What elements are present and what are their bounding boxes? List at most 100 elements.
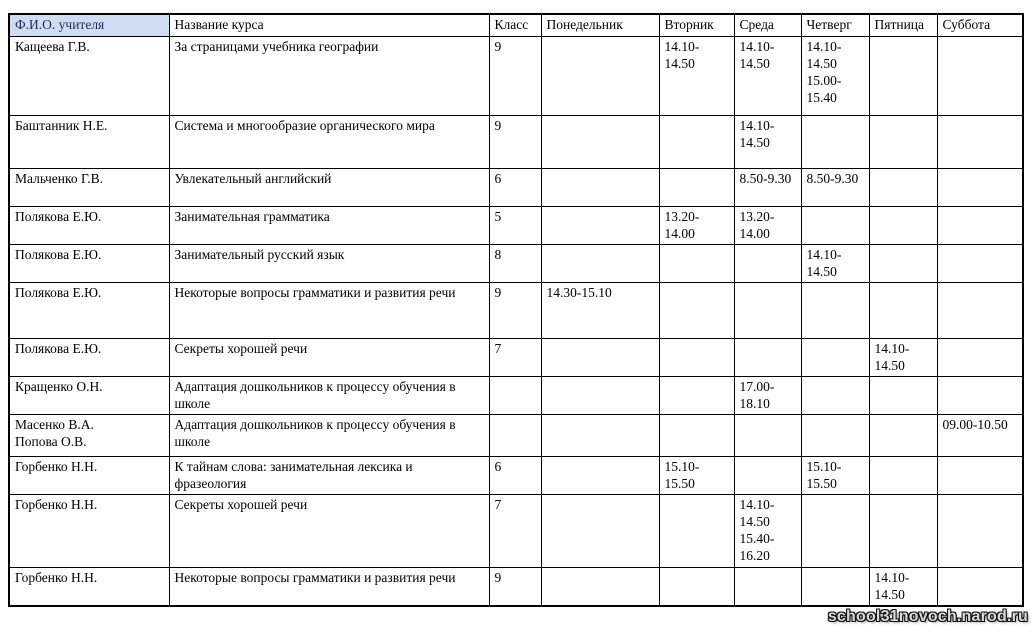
cell-wed: 14.10-14.50 bbox=[733, 35, 802, 116]
cell-thu bbox=[800, 337, 870, 377]
cell-teacher: Горбенко Н.Н. bbox=[8, 455, 170, 495]
cell-tue bbox=[658, 114, 735, 169]
cell-tue bbox=[658, 281, 735, 339]
cell-course: К тайнам слова: занимательная лексика и … bbox=[168, 455, 490, 495]
cell-thu: 14.10-14.50 15.00-15.40 bbox=[800, 35, 870, 116]
column-header-wednesday: Среда bbox=[733, 13, 802, 37]
cell-mon bbox=[540, 114, 660, 169]
cell-grade bbox=[488, 375, 542, 415]
cell-mon bbox=[540, 566, 660, 606]
cell-fri bbox=[868, 281, 938, 339]
cell-course: За страницами учебника географии bbox=[168, 35, 490, 116]
cell-fri bbox=[868, 167, 938, 207]
cell-wed: 14.10-14.50 bbox=[733, 114, 802, 169]
cell-thu: 14.10-14.50 bbox=[800, 243, 870, 283]
table-row: Полякова Е.Ю. Занимательная грамматика 5 13… bbox=[8, 205, 1024, 245]
cell-thu: 15.10-15.50 bbox=[800, 455, 870, 495]
table-row: Полякова Е.Ю. Секреты хорошей речи 7 14.10-… bbox=[8, 337, 1024, 377]
cell-grade: 8 bbox=[488, 243, 542, 283]
cell-tue bbox=[658, 413, 735, 457]
cell-fri bbox=[868, 35, 938, 116]
cell-teacher: Масенко В.А. Попова О.В. bbox=[8, 413, 170, 457]
cell-course: Секреты хорошей речи bbox=[168, 337, 490, 377]
cell-sat: 09.00-10.50 bbox=[936, 413, 1024, 457]
cell-wed: 14.10-14.50 15.40-16.20 bbox=[733, 493, 802, 568]
cell-sat bbox=[936, 167, 1024, 207]
cell-mon bbox=[540, 375, 660, 415]
cell-thu bbox=[800, 114, 870, 169]
cell-course: Система и многообразие органического мир… bbox=[168, 114, 490, 169]
cell-mon bbox=[540, 337, 660, 377]
cell-wed: 13.20-14.00 bbox=[733, 205, 802, 245]
cell-sat bbox=[936, 205, 1024, 245]
table-row: Кращенко О.Н. Адаптация дошкольников к пр… bbox=[8, 375, 1024, 415]
cell-wed bbox=[733, 413, 802, 457]
cell-teacher: Кащеева Г.В. bbox=[8, 35, 170, 116]
table-row: Мальченко Г.В. Увлекательный английский 6 8… bbox=[8, 167, 1024, 207]
cell-thu bbox=[800, 375, 870, 415]
table-row: Баштанник Н.Е. Система и многообразие орг… bbox=[8, 114, 1024, 169]
column-header-course: Название курса bbox=[168, 13, 490, 37]
cell-fri bbox=[868, 205, 938, 245]
cell-grade: 9 bbox=[488, 281, 542, 339]
cell-wed bbox=[733, 566, 802, 606]
cell-fri bbox=[868, 493, 938, 568]
cell-teacher: Полякова Е.Ю. bbox=[8, 205, 170, 245]
cell-sat bbox=[936, 566, 1024, 606]
table-row: Полякова Е.Ю. Занимательный русский язык 8… bbox=[8, 243, 1024, 283]
cell-teacher: Горбенко Н.Н. bbox=[8, 566, 170, 606]
cell-course: Занимательный русский язык bbox=[168, 243, 490, 283]
cell-fri bbox=[868, 375, 938, 415]
cell-tue bbox=[658, 337, 735, 377]
cell-mon bbox=[540, 35, 660, 116]
cell-grade: 6 bbox=[488, 167, 542, 207]
cell-course: Увлекательный английский bbox=[168, 167, 490, 207]
cell-wed: 8.50-9.30 bbox=[733, 167, 802, 207]
table-row: Горбенко Н.Н. Секреты хорошей речи 7 14.10-… bbox=[8, 493, 1024, 568]
cell-sat bbox=[936, 243, 1024, 283]
cell-fri: 14.10-14.50 bbox=[868, 566, 938, 606]
table-row: Горбенко Н.Н. К тайнам слова: занимательн… bbox=[8, 455, 1024, 495]
cell-wed bbox=[733, 337, 802, 377]
cell-course: Адаптация дошкольников к процессу обучен… bbox=[168, 375, 490, 415]
cell-fri bbox=[868, 413, 938, 457]
cell-grade: 7 bbox=[488, 337, 542, 377]
cell-grade: 9 bbox=[488, 114, 542, 169]
cell-thu bbox=[800, 493, 870, 568]
watermark: school31novoch.narod.ru bbox=[827, 608, 1028, 625]
column-header-teacher: Ф.И.О. учителя bbox=[8, 13, 170, 37]
cell-wed bbox=[733, 455, 802, 495]
cell-mon bbox=[540, 205, 660, 245]
cell-thu bbox=[800, 281, 870, 339]
cell-thu bbox=[800, 566, 870, 606]
cell-fri bbox=[868, 114, 938, 169]
table-row: Масенко В.А. Попова О.В. Адаптация дошкол… bbox=[8, 413, 1024, 457]
cell-sat bbox=[936, 337, 1024, 377]
cell-sat bbox=[936, 281, 1024, 339]
cell-teacher: Баштанник Н.Е. bbox=[8, 114, 170, 169]
cell-mon bbox=[540, 167, 660, 207]
cell-tue bbox=[658, 375, 735, 415]
cell-grade: 5 bbox=[488, 205, 542, 245]
cell-fri bbox=[868, 243, 938, 283]
cell-tue bbox=[658, 493, 735, 568]
column-header-grade: Класс bbox=[488, 13, 542, 37]
cell-grade: 9 bbox=[488, 566, 542, 606]
cell-tue: 15.10-15.50 bbox=[658, 455, 735, 495]
cell-mon: 14.30-15.10 bbox=[540, 281, 660, 339]
cell-tue bbox=[658, 566, 735, 606]
table-row: Полякова Е.Ю. Некоторые вопросы грамматик… bbox=[8, 281, 1024, 339]
cell-sat bbox=[936, 455, 1024, 495]
cell-course: Некоторые вопросы грамматики и развития … bbox=[168, 566, 490, 606]
column-header-thursday: Четверг bbox=[800, 13, 870, 37]
cell-teacher: Полякова Е.Ю. bbox=[8, 281, 170, 339]
cell-tue bbox=[658, 167, 735, 207]
schedule-table: Ф.И.О. учителя Название курса Класс Поне… bbox=[8, 13, 1024, 607]
cell-wed: 17.00-18.10 bbox=[733, 375, 802, 415]
schedule-body: Кащеева Г.В. За страницами учебника геогр… bbox=[8, 35, 1024, 606]
cell-course: Адаптация дошкольников к процессу обучен… bbox=[168, 413, 490, 457]
column-header-tuesday: Вторник bbox=[658, 13, 735, 37]
cell-sat bbox=[936, 493, 1024, 568]
cell-fri: 14.10-14.50 bbox=[868, 337, 938, 377]
